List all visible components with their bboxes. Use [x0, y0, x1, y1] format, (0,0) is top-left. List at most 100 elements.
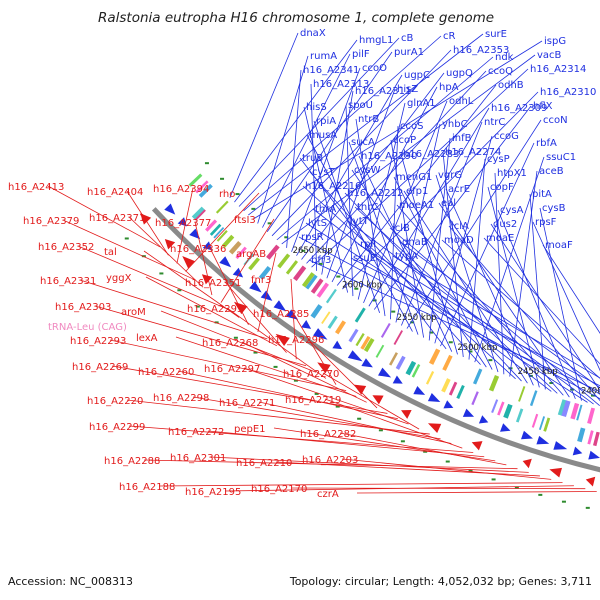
chromosome-backbone: [151, 207, 600, 473]
reverse-label-leader: [192, 396, 441, 440]
forward-gene-label: h16_A2341: [303, 65, 359, 76]
kbp-tick-label: 2550 kbp: [397, 313, 437, 323]
forward-gene-label: rpsR: [301, 232, 324, 243]
tick-dot: [195, 305, 200, 308]
feature-bar: [442, 354, 453, 371]
tick-dot: [400, 440, 405, 443]
forward-gene-label: rpsF: [535, 217, 557, 228]
reverse-label-leader: [185, 192, 260, 272]
forward-gene-arrow: [500, 423, 511, 432]
reverse-gene-label: lexA: [136, 333, 158, 344]
feature-bar: [195, 180, 209, 194]
tick-dot: [445, 460, 450, 463]
forward-label-leader: [344, 192, 522, 382]
feature-bar: [221, 234, 235, 248]
tick-dot: [570, 388, 575, 391]
reverse-label-leader: [47, 185, 161, 248]
forward-gene-label: h16_A2313: [313, 79, 369, 90]
reverse-gene-label: h16_A2379: [23, 216, 79, 227]
reverse-label-leader: [194, 221, 213, 296]
forward-gene-label: rpiA: [316, 116, 336, 127]
feature-bar: [355, 333, 365, 347]
forward-gene-label: bfr3: [311, 255, 331, 266]
forward-label-leader: [331, 86, 438, 283]
reverse-gene-label: rho: [219, 189, 235, 200]
tick-dot: [314, 392, 319, 395]
forward-label-leader: [497, 209, 576, 400]
feature-bar: [456, 384, 465, 399]
tick-dot: [293, 379, 298, 382]
reverse-label-leader: [226, 307, 327, 379]
feature-bar: [557, 399, 567, 416]
forward-gene-arrow: [347, 350, 363, 362]
tick-dot: [318, 262, 323, 265]
forward-label-leader: [532, 221, 600, 372]
forward-gene-label: moaF: [545, 240, 573, 251]
forward-gene-label: rbfA: [536, 138, 557, 149]
reverse-label-leader: [128, 425, 474, 453]
forward-gene-label: menG1: [396, 172, 432, 183]
forward-gene-label: ntrC: [484, 117, 505, 128]
tick-dot: [251, 207, 256, 210]
tick-dot: [378, 429, 383, 432]
forward-label-leader: [305, 222, 588, 403]
feature-bar: [301, 272, 315, 288]
reverse-gene-arrow: [233, 301, 248, 315]
forward-label-leader: [351, 169, 487, 368]
reverse-gene-label: h16_A2293: [70, 336, 126, 347]
tick-dot: [284, 236, 289, 239]
reverse-gene-label: h16_A2295: [187, 304, 243, 315]
accession-text: Accession: NC_008313: [8, 575, 133, 588]
forward-label-leader: [490, 223, 600, 392]
forward-gene-label: ccoG: [494, 131, 519, 142]
forward-gene-label: musA: [309, 130, 337, 141]
forward-gene-label: yhbC: [442, 119, 468, 130]
reverse-label-leader: [177, 370, 399, 420]
forward-label-leader: [262, 53, 351, 228]
forward-gene-label: purA1: [394, 47, 424, 58]
reverse-gene-arrow: [201, 274, 213, 285]
forward-gene-label: h16_A2309: [491, 103, 547, 114]
forward-label-leader: [350, 257, 600, 387]
reverse-label-leader: [79, 279, 268, 340]
feature-bar: [354, 307, 366, 323]
reverse-label-leader: [143, 459, 518, 470]
forward-label-leader: [368, 107, 490, 307]
forward-gene-label: cR: [443, 31, 455, 42]
forward-gene-arrow: [536, 435, 550, 445]
feature-bar: [472, 368, 483, 385]
reverse-gene-label: argAB: [236, 249, 266, 260]
reverse-gene-label: h16_A2210: [236, 458, 292, 469]
reverse-gene-label: h16_A2371: [89, 213, 145, 224]
forward-gene-label: ssuC1: [546, 152, 576, 163]
forward-gene-label: hflX: [533, 101, 553, 112]
tick-dot: [410, 321, 415, 324]
reverse-gene-label: h16_A2282: [300, 429, 356, 440]
tick-dot: [468, 350, 473, 353]
forward-gene-arrow: [572, 446, 583, 456]
reverse-gene-label: h16_A2301: [170, 453, 226, 464]
forward-gene-label: cysB: [542, 203, 566, 214]
tick-dot: [538, 493, 543, 496]
reverse-gene-label: h16_A2260: [138, 367, 194, 378]
forward-gene-label: pilF: [352, 49, 370, 60]
reverse-gene-label: h16_A2270: [283, 369, 339, 380]
forward-gene-arrow: [361, 358, 373, 368]
forward-gene-arrow: [478, 415, 489, 424]
feature-bar: [561, 400, 571, 417]
reverse-gene-label: h16_A2170: [251, 484, 307, 495]
forward-gene-label: rplI: [360, 239, 376, 250]
forward-gene-label: h16_A2283: [403, 149, 459, 160]
feature-bar: [471, 391, 479, 406]
forward-gene-label: h16_A2310: [540, 87, 596, 98]
tick-dot: [561, 500, 566, 503]
feature-bar: [497, 401, 505, 416]
tick-dot: [590, 394, 595, 397]
forward-gene-label: moaE: [486, 233, 514, 244]
reverse-gene-arrow: [401, 409, 412, 419]
forward-gene-label: odhB: [498, 80, 524, 91]
reverse-gene-label: h16_A2394: [153, 184, 209, 195]
reverse-gene-label: h16_A2203: [302, 455, 358, 466]
